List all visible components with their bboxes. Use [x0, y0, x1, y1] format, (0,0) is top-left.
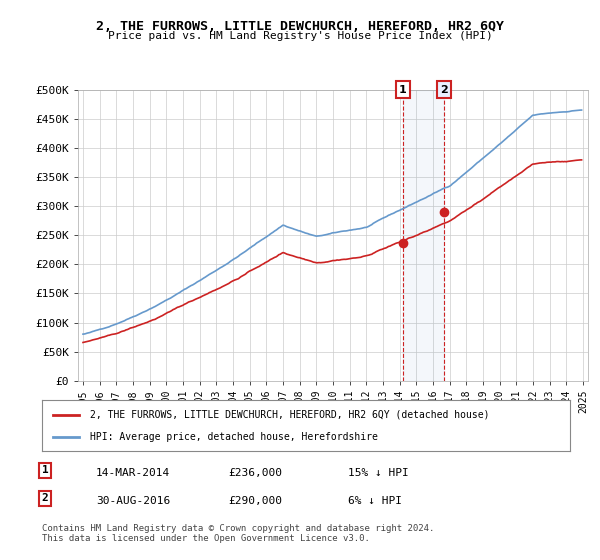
Text: 1: 1	[399, 85, 407, 95]
Text: 2, THE FURROWS, LITTLE DEWCHURCH, HEREFORD, HR2 6QY: 2, THE FURROWS, LITTLE DEWCHURCH, HEREFO…	[96, 20, 504, 32]
Text: 1: 1	[41, 465, 49, 475]
Text: 2, THE FURROWS, LITTLE DEWCHURCH, HEREFORD, HR2 6QY (detached house): 2, THE FURROWS, LITTLE DEWCHURCH, HEREFO…	[89, 409, 489, 419]
Text: 2: 2	[41, 493, 49, 503]
Text: 14-MAR-2014: 14-MAR-2014	[96, 468, 170, 478]
Text: HPI: Average price, detached house, Herefordshire: HPI: Average price, detached house, Here…	[89, 432, 377, 442]
Text: 15% ↓ HPI: 15% ↓ HPI	[348, 468, 409, 478]
Text: 2: 2	[440, 85, 448, 95]
Text: £236,000: £236,000	[228, 468, 282, 478]
Bar	[403, 90, 444, 381]
Text: 6% ↓ HPI: 6% ↓ HPI	[348, 496, 402, 506]
Text: 30-AUG-2016: 30-AUG-2016	[96, 496, 170, 506]
Text: Price paid vs. HM Land Registry's House Price Index (HPI): Price paid vs. HM Land Registry's House …	[107, 31, 493, 41]
Text: Contains HM Land Registry data © Crown copyright and database right 2024.
This d: Contains HM Land Registry data © Crown c…	[42, 524, 434, 543]
Text: £290,000: £290,000	[228, 496, 282, 506]
